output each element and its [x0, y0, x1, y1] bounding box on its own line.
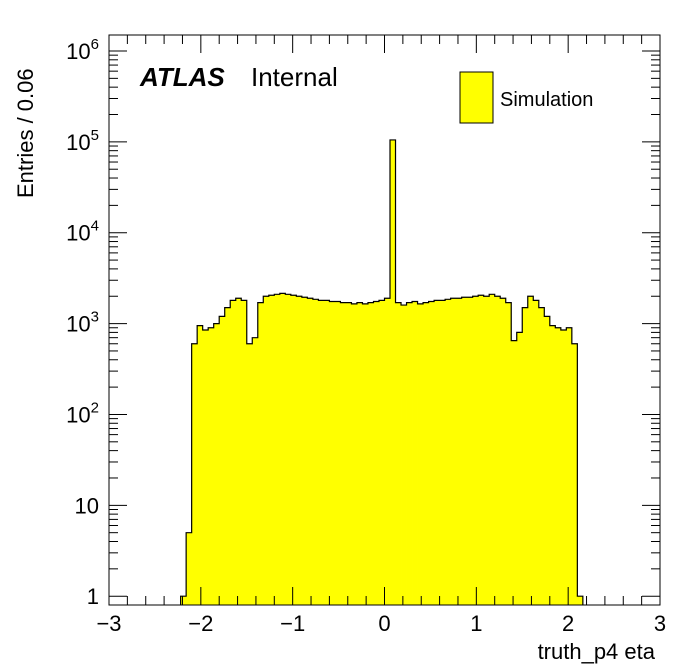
x-tick-label: −1: [280, 611, 305, 636]
histogram-bar: [268, 295, 275, 605]
histogram-bar: [257, 302, 264, 605]
y-tick-label: 105: [66, 127, 99, 155]
histogram-bar: [483, 296, 490, 605]
histogram-bar: [230, 300, 237, 605]
histogram-bar: [555, 327, 562, 605]
y-tick-label: 103: [66, 309, 99, 337]
histogram-bar: [279, 293, 286, 605]
histogram-bar: [378, 300, 385, 605]
histogram-bar: [401, 305, 407, 605]
histogram-bar: [367, 302, 374, 605]
histogram-bar: [489, 294, 496, 605]
histogram-bar: [351, 303, 358, 605]
histogram-bar: [356, 302, 363, 605]
histogram-bar: [202, 330, 209, 605]
histogram-bar: [307, 298, 314, 605]
histogram-bar: [235, 298, 242, 605]
histogram-bar: [390, 139, 396, 605]
histogram-bar: [296, 296, 303, 605]
y-tick-label: 106: [66, 36, 99, 64]
histogram-bar: [467, 297, 474, 605]
histogram-bar: [516, 332, 523, 605]
histogram-bar: [312, 299, 319, 605]
y-tick-label: 102: [66, 400, 99, 428]
histogram-bar: [406, 302, 413, 605]
histogram-bar: [472, 296, 479, 605]
histogram-bar: [301, 297, 308, 605]
histogram-outline: [180, 139, 584, 605]
histogram-bar: [395, 302, 402, 605]
histogram-bar: [186, 532, 193, 605]
histogram-bar: [252, 337, 259, 605]
histogram-bar: [511, 340, 518, 605]
histogram-bar: [345, 302, 352, 605]
atlas-label: ATLAS: [139, 62, 225, 92]
y-axis-title: Entries / 0.06: [13, 68, 38, 198]
histogram-bar: [571, 343, 578, 605]
axis-ticks: [108, 35, 661, 605]
histogram-bar: [423, 302, 429, 605]
histogram-bar: [329, 301, 336, 605]
histogram-bar: [323, 300, 330, 605]
histogram-bar: [274, 294, 281, 605]
histogram-bar: [241, 300, 248, 605]
histogram-bar: [494, 296, 501, 605]
histogram-bar: [500, 298, 507, 605]
histogram-bar: [224, 307, 231, 605]
histogram-bar: [549, 325, 556, 605]
x-tick-label: 3: [654, 611, 666, 636]
histogram-bar: [450, 298, 457, 605]
histogram-bar: [544, 316, 551, 605]
histogram-bar: [191, 343, 198, 605]
histogram-bar: [533, 300, 540, 605]
histogram-bar: [445, 299, 452, 605]
internal-label: Internal: [251, 62, 338, 92]
legend-label-simulation: Simulation: [500, 89, 593, 111]
y-tick-label: 1: [87, 584, 99, 609]
histogram-bar: [246, 343, 253, 605]
histogram-bar: [263, 296, 270, 605]
histogram-bar: [412, 301, 418, 605]
histogram-bar: [461, 297, 468, 605]
histogram-bar: [290, 295, 297, 605]
y-tick-label: 104: [66, 218, 99, 246]
x-tick-label: −2: [188, 611, 213, 636]
x-tick-label: −3: [96, 611, 121, 636]
histogram-bar: [285, 294, 292, 605]
histogram-bar: [456, 298, 463, 605]
histogram-bar: [417, 303, 424, 605]
histogram-bar: [478, 295, 485, 605]
histogram-bar: [384, 298, 391, 605]
histogram-bar: [180, 596, 187, 605]
histogram-bar: [197, 325, 204, 605]
tick-labels: −3 −2 −1 0 1 2 3 1 10 102 103 104 105 106: [66, 36, 666, 636]
histogram-bar: [527, 296, 534, 605]
y-tick-label: 10: [75, 493, 99, 518]
histogram-bar: [434, 300, 440, 605]
histogram-bar: [560, 330, 567, 605]
histogram-bar: [219, 316, 226, 605]
histogram-bar: [334, 301, 341, 605]
histogram-bar: [373, 301, 380, 605]
histogram-bar: [362, 303, 369, 605]
x-tick-label: 1: [470, 611, 482, 636]
legend-swatch: [459, 71, 494, 124]
histogram-bar: [428, 301, 435, 605]
histogram-bar: [577, 596, 584, 605]
plot-area: [180, 139, 584, 605]
x-axis-title: truth_p4 eta: [538, 639, 656, 664]
histogram-bar: [439, 300, 446, 605]
histogram-bar: [566, 327, 573, 605]
histogram-bar: [213, 323, 220, 605]
histogram-bar: [318, 300, 325, 605]
x-tick-label: 0: [378, 611, 390, 636]
histogram-bar: [208, 327, 215, 605]
histogram-bar: [505, 302, 512, 605]
histogram-bar: [340, 302, 347, 605]
x-tick-label: 2: [562, 611, 574, 636]
histogram-bar: [538, 307, 545, 605]
histogram-bar: [522, 307, 529, 605]
